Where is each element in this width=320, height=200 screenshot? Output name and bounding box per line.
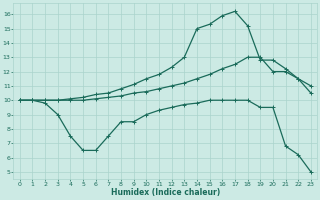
X-axis label: Humidex (Indice chaleur): Humidex (Indice chaleur) xyxy=(111,188,220,197)
